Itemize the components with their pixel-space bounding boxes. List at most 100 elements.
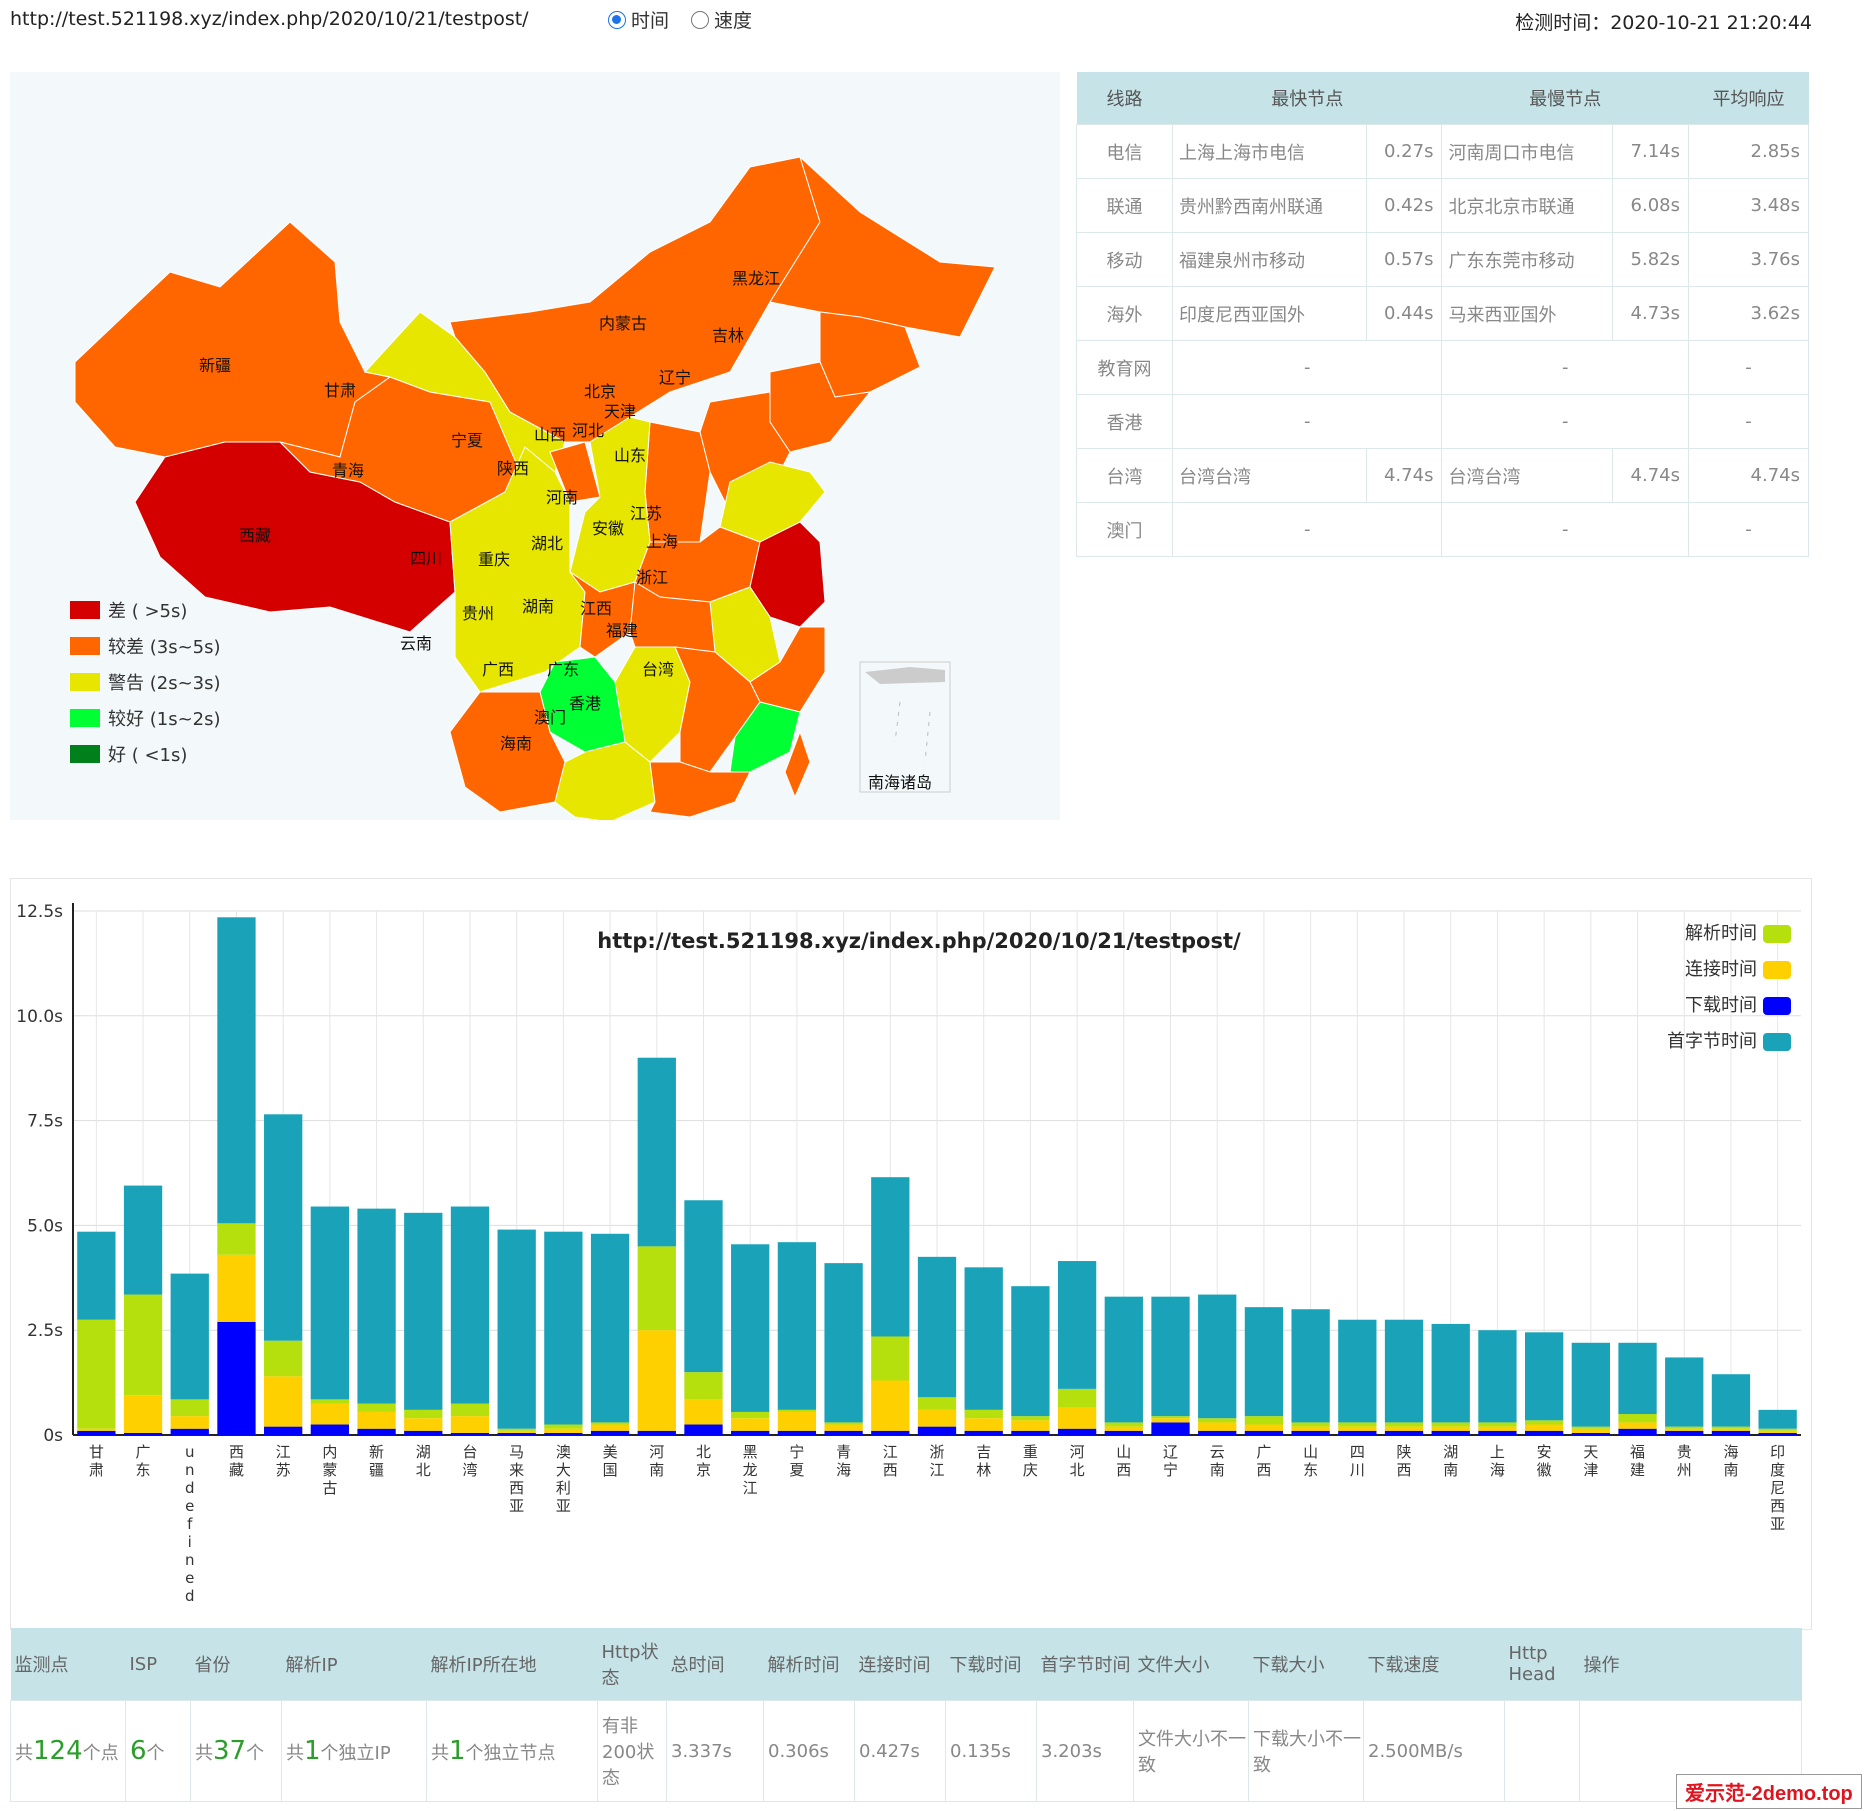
bar-segment <box>1151 1416 1190 1419</box>
bar-segment <box>637 1057 676 1247</box>
th-actions[interactable]: 操作 <box>1579 1628 1802 1701</box>
x-tick-label: 西 <box>1770 1497 1785 1515</box>
cell-prefix: 共 <box>15 1743 33 1764</box>
legend-item-warn[interactable]: 警告 (2s~3s) <box>70 664 221 700</box>
cell-monitor-count: 共124个点 <box>10 1700 126 1802</box>
bar-segment <box>404 1409 443 1419</box>
region-guangxi[interactable] <box>554 741 656 820</box>
bar-segment <box>824 1263 863 1423</box>
x-tick-label: 林 <box>976 1461 991 1479</box>
th-download-time[interactable]: 下载时间 <box>945 1628 1037 1701</box>
th-connect-time[interactable]: 连接时间 <box>854 1628 946 1701</box>
map-region-label: 新疆 <box>199 356 232 375</box>
radio-speed[interactable]: 速度 <box>691 6 752 33</box>
legend-swatch <box>70 601 100 619</box>
x-tick-label: 美 <box>603 1443 618 1461</box>
legend-item-bad[interactable]: 差 ( >5s) <box>70 592 221 628</box>
th-ip-location[interactable]: 解析IP所在地 <box>426 1628 598 1701</box>
th-fastest: 最快节点 <box>1172 72 1442 125</box>
th-http-head[interactable]: Http Head <box>1504 1628 1580 1701</box>
cell-isp-count: 6个 <box>125 1700 191 1802</box>
x-tick-label: 江 <box>743 1479 758 1497</box>
x-tick-label: 新 <box>369 1443 384 1461</box>
x-tick-label: 湾 <box>462 1461 477 1479</box>
x-tick-label: 安 <box>1537 1443 1552 1461</box>
region-guangdong[interactable] <box>649 761 751 818</box>
region-jiangxi[interactable] <box>674 646 761 773</box>
th-download-size[interactable]: 下载大小 <box>1248 1628 1364 1701</box>
th-resolve-time[interactable]: 解析时间 <box>763 1628 855 1701</box>
th-first-byte[interactable]: 首字节时间 <box>1036 1628 1134 1701</box>
chart-legend-swatch <box>1763 961 1791 979</box>
map-region-label: 内蒙古 <box>599 314 648 333</box>
th-monitor[interactable]: 监测点 <box>10 1628 126 1701</box>
legend-swatch <box>70 745 100 763</box>
y-tick-label: 0s <box>43 1426 63 1446</box>
bar-segment <box>450 1432 490 1435</box>
region-neimenggu[interactable] <box>449 156 821 443</box>
bar-segment <box>544 1231 583 1425</box>
radio-time[interactable]: 时间 <box>608 6 669 33</box>
legend-item-fair[interactable]: 较好 (1s~2s) <box>70 700 221 736</box>
bar-segment <box>310 1399 350 1404</box>
radio-time-label: 时间 <box>631 10 670 32</box>
x-tick-label: 建 <box>1630 1461 1645 1479</box>
fast-node: 福建泉州市移动 <box>1172 232 1367 287</box>
map-region-label: 黑龙江 <box>732 269 781 288</box>
x-tick-label: 肃 <box>89 1461 104 1479</box>
x-tick-label: 浙 <box>929 1443 944 1461</box>
bar-segment <box>1618 1422 1657 1429</box>
fast-node: 贵州黔西南州联通 <box>1172 178 1367 233</box>
th-total-time[interactable]: 总时间 <box>666 1628 764 1701</box>
x-tick-label: f <box>187 1515 193 1533</box>
cell-suffix: 个独立IP <box>320 1743 391 1764</box>
th-resolve-ip[interactable]: 解析IP <box>281 1628 427 1701</box>
bar-segment <box>264 1114 303 1341</box>
bar-segment <box>357 1428 396 1435</box>
region-xinjiang[interactable] <box>74 221 392 458</box>
radio-time-dot[interactable] <box>608 10 626 29</box>
region-chongqing[interactable] <box>569 571 636 658</box>
x-tick-label: 四 <box>1350 1443 1365 1461</box>
avg-time: 3.48s <box>1688 178 1809 233</box>
china-map <box>74 155 996 820</box>
isp-line: 联通 <box>1076 178 1173 233</box>
cell-total-time: 3.337s <box>666 1700 764 1802</box>
bar-segment <box>264 1340 303 1377</box>
map-region-label: 辽宁 <box>659 368 692 387</box>
bar-segment <box>357 1403 396 1412</box>
map-region-label: 河北 <box>572 421 605 440</box>
th-download-speed[interactable]: 下载速度 <box>1363 1628 1505 1701</box>
x-tick-label: 河 <box>1070 1443 1085 1461</box>
th-isp[interactable]: ISP <box>125 1628 191 1701</box>
x-tick-label: e <box>185 1569 194 1587</box>
bar-segment <box>917 1397 957 1410</box>
bar-segment <box>1011 1420 1050 1431</box>
bar-segment <box>404 1418 443 1431</box>
legend-item-good[interactable]: 好 ( <1s) <box>70 736 221 772</box>
region-shanxi[interactable] <box>644 421 711 543</box>
bar-segment <box>1478 1426 1517 1431</box>
bar-segment <box>1711 1428 1751 1431</box>
fast-time: 0.44s <box>1365 286 1443 341</box>
region-taiwan[interactable] <box>784 730 811 799</box>
legend-label: 警告 (2s~3s) <box>108 673 221 694</box>
map-region-label: 西藏 <box>239 526 272 545</box>
legend-item-poor[interactable]: 较差 (3s~5s) <box>70 628 221 664</box>
bar-segment <box>77 1430 116 1435</box>
bar-segment <box>1291 1309 1330 1423</box>
x-tick-label: 北 <box>416 1461 431 1479</box>
x-tick-label: 古 <box>322 1479 337 1497</box>
avg-time: - <box>1688 394 1809 449</box>
x-tick-label: 西 <box>883 1461 898 1479</box>
cell-first-byte: 3.203s <box>1036 1700 1134 1802</box>
radio-speed-dot[interactable] <box>691 10 710 29</box>
th-http-status[interactable]: Http状态 <box>597 1628 667 1701</box>
x-tick-label: 辽 <box>1163 1443 1178 1461</box>
cell-connect-time: 0.427s <box>854 1700 946 1802</box>
th-province[interactable]: 省份 <box>190 1628 282 1701</box>
th-file-size[interactable]: 文件大小 <box>1133 1628 1249 1701</box>
fast-node: 上海上海市电信 <box>1172 124 1367 179</box>
cell-resolve-time: 0.306s <box>763 1700 855 1802</box>
slow-node: 河南周口市电信 <box>1441 124 1614 179</box>
